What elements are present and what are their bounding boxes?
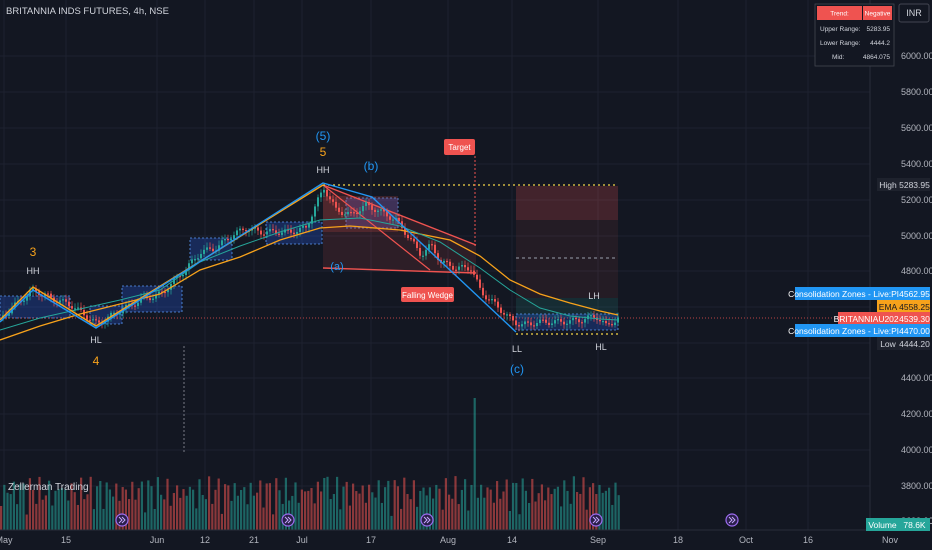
low-value: 4444.20 — [899, 339, 930, 349]
price-tick-label: 4200.00 — [901, 409, 932, 419]
high-name: High — [879, 180, 897, 190]
high-price-label: High 5283.95 — [877, 178, 930, 191]
cz2-value: 4470.00 — [899, 326, 930, 336]
high-value: 5283.95 — [899, 180, 930, 190]
time-tick-label: 14 — [507, 535, 517, 545]
time-tick-label: 16 — [803, 535, 813, 545]
label-ll: LL — [512, 344, 522, 354]
price-tick-label: 4800.00 — [901, 266, 932, 276]
price-tick-label: 5800.00 — [901, 87, 932, 97]
volume-bars — [0, 398, 620, 530]
symbol-value: 4539.30 — [899, 314, 930, 324]
label-wave-a: (a) — [330, 261, 343, 273]
target-text: Target — [448, 143, 471, 152]
label-wave-5: 5 — [320, 145, 327, 159]
mid-value: 4864.075 — [863, 54, 890, 61]
label-wave-5-paren: (5) — [316, 129, 331, 143]
time-tick-label: Oct — [739, 535, 754, 545]
watermark: Zellerman Trading — [8, 482, 89, 493]
sma-line — [0, 217, 619, 331]
time-tick-label: Jun — [150, 535, 165, 545]
lower-range-label: Lower Range: — [820, 40, 861, 47]
symbol-title[interactable]: BRITANNIA INDS FUTURES, 4h, NSE — [6, 6, 169, 17]
volume-name: Volume — [868, 520, 897, 530]
time-tick-label: 21 — [249, 535, 259, 545]
ema-price-label: EMA 4558.25 — [877, 300, 930, 313]
currency-button[interactable]: INR — [898, 3, 930, 23]
cz1-value: 4562.95 — [899, 289, 930, 299]
price-tick-label: 4000.00 — [901, 445, 932, 455]
event-icon[interactable] — [420, 513, 434, 527]
falling-wedge-text: Falling Wedge — [402, 291, 454, 300]
ema-line — [0, 225, 619, 341]
low-name: Low — [880, 339, 896, 349]
label-wave-4: 4 — [93, 354, 100, 368]
price-tick-label: 5200.00 — [901, 195, 932, 205]
label-hl-right: HL — [595, 342, 607, 352]
time-tick-label: 17 — [366, 535, 376, 545]
cz1-price-label: Consolidation Zones - Live:Plot 4562.95 — [788, 287, 930, 300]
label-hh-top: HH — [317, 165, 330, 175]
volume-price-label: Volume 78.6K — [866, 518, 930, 531]
time-tick-label: 18 — [673, 535, 683, 545]
price-tick-label: 5400.00 — [901, 159, 932, 169]
wave-labels: (5) 5 HH (b) 3 HH HL 4 (a) LL (c) LH HL — [27, 129, 607, 376]
cz2-name: Consolidation Zones - Live:Plot — [788, 326, 906, 336]
label-lh: LH — [588, 291, 600, 301]
time-tick-label: May — [0, 535, 13, 545]
mid-label: Mid: — [832, 54, 844, 61]
cz2-price-label: Consolidation Zones - Live:Plot 4470.00 — [788, 324, 930, 337]
cz1-name: Consolidation Zones - Live:Plot — [788, 289, 906, 299]
label-wave-c: (c) — [510, 362, 524, 376]
price-tick-label: 5000.00 — [901, 231, 932, 241]
label-hl-left: HL — [90, 335, 102, 345]
label-wave-b: (b) — [364, 159, 379, 173]
symbol-price-label: BRITANNIAU2023 4539.30 — [834, 312, 930, 325]
time-tick-label: 12 — [200, 535, 210, 545]
time-tick-label: Jul — [296, 535, 308, 545]
price-tick-label: 5600.00 — [901, 123, 932, 133]
low-price-label: Low 4444.20 — [877, 337, 930, 350]
zigzag-blue — [0, 182, 517, 333]
upper-range-label: Upper Range: — [820, 26, 861, 33]
target-callout[interactable]: Target — [444, 139, 475, 155]
time-tick-label: Nov — [882, 535, 899, 545]
time-tick-label: 15 — [61, 535, 71, 545]
upper-range-value: 5283.95 — [867, 26, 891, 33]
trend-label: Trend: — [830, 11, 849, 18]
event-icon[interactable] — [115, 513, 129, 527]
risk-reward-box[interactable] — [516, 186, 618, 318]
lower-range-value: 4444.2 — [870, 40, 890, 47]
time-tick-label: Aug — [440, 535, 456, 545]
time-tick-label: Sep — [590, 535, 606, 545]
price-axis[interactable]: 6000.00 5800.00 5600.00 5400.00 5200.00 5000.… — [869, 0, 932, 530]
price-tick-label: 3800.00 — [901, 481, 932, 491]
volume-value: 78.6K — [903, 520, 926, 530]
falling-wedge-callout[interactable]: Falling Wedge — [401, 287, 454, 302]
event-icon[interactable] — [589, 513, 603, 527]
falling-wedge-drawing — [322, 184, 477, 274]
label-wave-3: 3 — [30, 245, 37, 259]
price-tick-label: 6000.00 — [901, 51, 932, 61]
price-tick-label: 4400.00 — [901, 373, 932, 383]
grid-lines — [0, 0, 870, 530]
time-axis[interactable]: May 15 Jun 12 21 Jul 17 Aug 14 Sep 18 Oct 16 Nov — [0, 529, 932, 550]
ema-value: 4558.25 — [899, 302, 930, 312]
price-labels: High 5283.95 Consolidation Zones - Live:… — [788, 178, 930, 531]
label-hh-left: HH — [27, 266, 40, 276]
event-icon[interactable] — [281, 513, 295, 527]
event-icons[interactable] — [115, 513, 739, 527]
trend-value: Negative — [865, 11, 891, 18]
trend-info-table: Trend: Negative Upper Range: 5283.95 Low… — [814, 3, 895, 67]
symbol-name: BRITANNIAU2023 — [834, 314, 904, 324]
event-icon[interactable] — [725, 513, 739, 527]
currency-label: INR — [906, 8, 922, 18]
ema-name: EMA — [879, 302, 898, 312]
